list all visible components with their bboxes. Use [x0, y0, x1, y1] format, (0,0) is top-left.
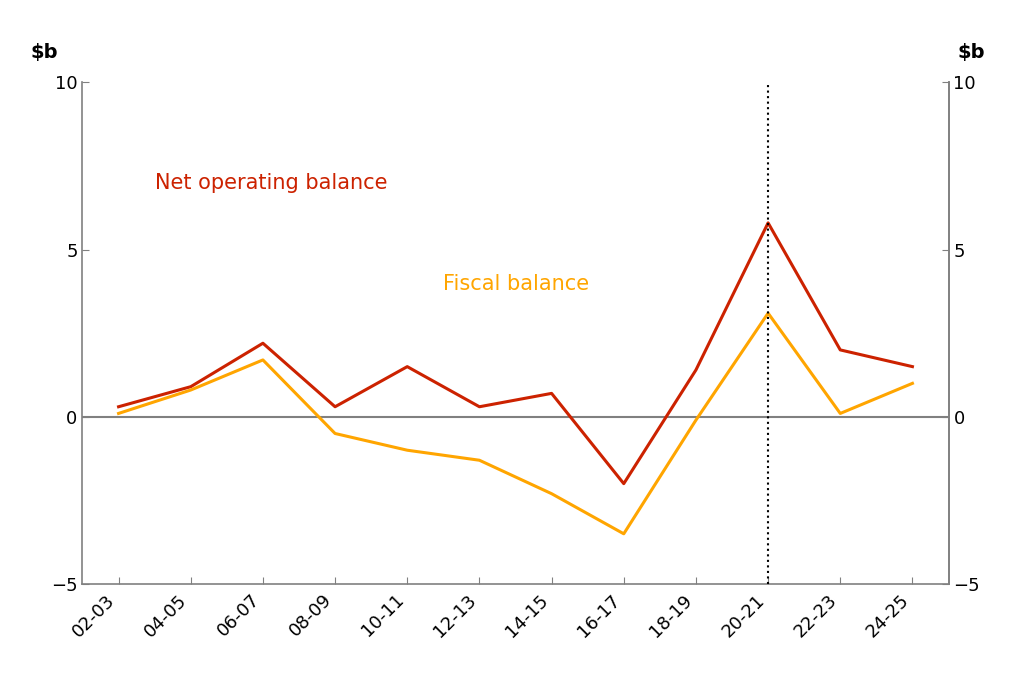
Text: $b: $b — [957, 43, 985, 63]
Text: $b: $b — [31, 43, 58, 63]
Text: Net operating balance: Net operating balance — [155, 173, 388, 194]
Text: Fiscal balance: Fiscal balance — [443, 273, 590, 294]
